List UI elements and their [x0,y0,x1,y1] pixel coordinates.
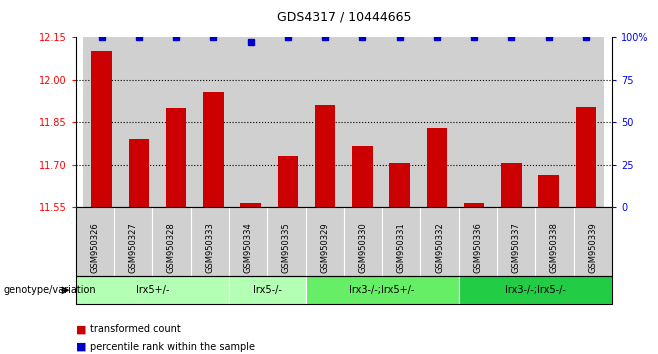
Text: Irx5-/-: Irx5-/- [253,285,282,295]
Text: GSM950338: GSM950338 [550,222,559,273]
Bar [352,146,372,207]
Text: GSM950328: GSM950328 [167,222,176,273]
Bar [567,37,605,207]
Bar [203,92,224,207]
Bar [83,37,120,207]
Text: genotype/variation: genotype/variation [3,285,96,295]
Text: GSM950329: GSM950329 [320,222,329,273]
Bar [455,37,493,207]
Bar [344,37,381,207]
Bar [195,37,232,207]
Text: GSM950336: GSM950336 [473,222,482,273]
Text: GSM950330: GSM950330 [359,222,367,273]
Text: GDS4317 / 10444665: GDS4317 / 10444665 [276,11,411,24]
Bar [232,37,269,207]
Bar [538,175,559,207]
Text: GSM950339: GSM950339 [588,222,597,273]
Bar [381,37,418,207]
Text: Irx3-/-;Irx5+/-: Irx3-/-;Irx5+/- [349,285,415,295]
Bar [315,105,336,207]
Bar [307,37,344,207]
Text: ■: ■ [76,342,86,352]
Text: GSM950335: GSM950335 [282,222,291,273]
Bar [418,37,455,207]
Bar [91,51,112,207]
Bar [501,163,522,207]
Text: GSM950326: GSM950326 [90,222,99,273]
Bar [530,37,567,207]
Bar [464,203,484,207]
Bar [129,139,149,207]
Text: GSM950331: GSM950331 [397,222,406,273]
Text: ■: ■ [76,324,86,334]
Text: Irx5+/-: Irx5+/- [136,285,169,295]
Text: GSM950332: GSM950332 [435,222,444,273]
Text: GSM950333: GSM950333 [205,222,215,273]
Text: GSM950337: GSM950337 [512,222,520,273]
Bar [120,37,158,207]
Text: GSM950327: GSM950327 [128,222,138,273]
Text: percentile rank within the sample: percentile rank within the sample [90,342,255,352]
Text: transformed count: transformed count [90,324,181,334]
Bar [426,128,447,207]
Bar [240,203,261,207]
Bar [278,156,298,207]
Bar [576,107,596,207]
Text: Irx3-/-;Irx5-/-: Irx3-/-;Irx5-/- [505,285,566,295]
Bar [158,37,195,207]
Bar [390,163,410,207]
Bar [493,37,530,207]
Bar [269,37,307,207]
Text: GSM950334: GSM950334 [243,222,253,273]
Bar [166,108,186,207]
